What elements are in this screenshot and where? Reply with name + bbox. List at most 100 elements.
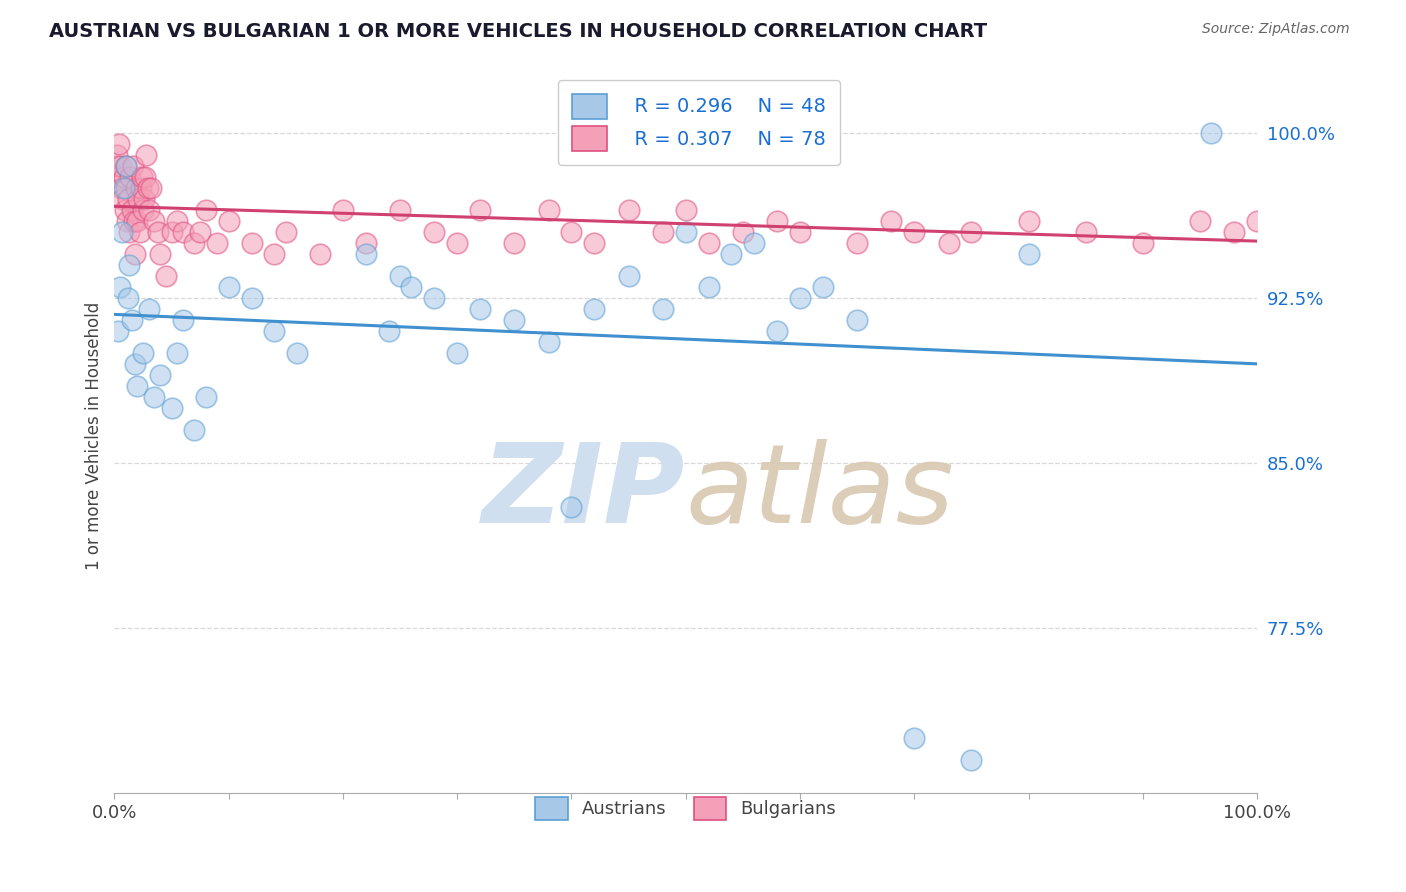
Point [160, 401, 183, 415]
Point [132, 202, 155, 217]
Point [468, 301, 491, 316]
Point [194, 202, 217, 217]
Point [1223, 225, 1246, 239]
Point [115, 180, 138, 194]
Point [105, 147, 128, 161]
Point [423, 225, 446, 239]
Point [149, 368, 172, 382]
Point [1268, 225, 1291, 239]
Point [285, 346, 308, 360]
Point [166, 346, 188, 360]
Point [560, 500, 582, 514]
Point [1188, 213, 1211, 227]
Point [960, 225, 983, 239]
Point [1201, 126, 1223, 140]
Point [377, 324, 399, 338]
Point [136, 180, 159, 194]
Point [127, 379, 149, 393]
Point [274, 225, 297, 239]
Point [1018, 213, 1040, 227]
Point [1074, 225, 1097, 239]
Point [115, 159, 138, 173]
Point [132, 346, 155, 360]
Point [172, 225, 194, 239]
Point [766, 213, 789, 227]
Point [309, 246, 332, 260]
Point [697, 279, 720, 293]
Point [423, 291, 446, 305]
Point [537, 202, 560, 217]
Point [108, 136, 131, 151]
Point [121, 312, 143, 326]
Point [697, 235, 720, 250]
Point [117, 291, 139, 305]
Point [118, 225, 141, 239]
Point [537, 334, 560, 349]
Point [446, 235, 468, 250]
Point [960, 753, 983, 767]
Point [789, 291, 811, 305]
Point [131, 169, 153, 184]
Point [938, 235, 960, 250]
Point [188, 225, 211, 239]
Point [107, 324, 129, 338]
Point [617, 202, 640, 217]
Point [354, 235, 377, 250]
Text: Source: ZipAtlas.com: Source: ZipAtlas.com [1202, 22, 1350, 37]
Point [108, 279, 131, 293]
Text: atlas: atlas [686, 439, 955, 546]
Point [207, 235, 229, 250]
Point [218, 213, 240, 227]
Point [675, 225, 697, 239]
Point [846, 312, 869, 326]
Point [111, 225, 134, 239]
Point [503, 235, 526, 250]
Point [108, 159, 131, 173]
Y-axis label: 1 or more Vehicles in Household: 1 or more Vehicles in Household [86, 301, 103, 569]
Point [125, 180, 148, 194]
Point [112, 169, 135, 184]
Point [183, 423, 205, 437]
Point [115, 213, 138, 227]
Point [127, 192, 149, 206]
Point [789, 225, 811, 239]
Point [240, 235, 263, 250]
Point [138, 301, 160, 316]
Point [111, 192, 134, 206]
Point [115, 159, 138, 173]
Point [155, 268, 177, 283]
Point [1246, 213, 1268, 227]
Point [124, 246, 146, 260]
Point [720, 246, 742, 260]
Text: ZIP: ZIP [482, 439, 686, 546]
Point [110, 180, 132, 194]
Point [617, 268, 640, 283]
Point [122, 213, 145, 227]
Point [143, 390, 166, 404]
Point [560, 225, 582, 239]
Point [389, 268, 412, 283]
Point [651, 225, 673, 239]
Point [389, 202, 412, 217]
Point [134, 169, 156, 184]
Point [118, 258, 141, 272]
Point [583, 235, 606, 250]
Point [183, 235, 205, 250]
Point [134, 192, 156, 206]
Point [846, 235, 869, 250]
Point [903, 225, 925, 239]
Point [114, 202, 136, 217]
Point [1018, 246, 1040, 260]
Point [139, 180, 162, 194]
Point [120, 169, 142, 184]
Point [332, 202, 354, 217]
Point [138, 202, 160, 217]
Point [263, 246, 285, 260]
Point [468, 202, 491, 217]
Point [354, 246, 377, 260]
Point [143, 213, 166, 227]
Point [121, 202, 143, 217]
Point [766, 324, 789, 338]
Point [1132, 235, 1154, 250]
Point [675, 202, 697, 217]
